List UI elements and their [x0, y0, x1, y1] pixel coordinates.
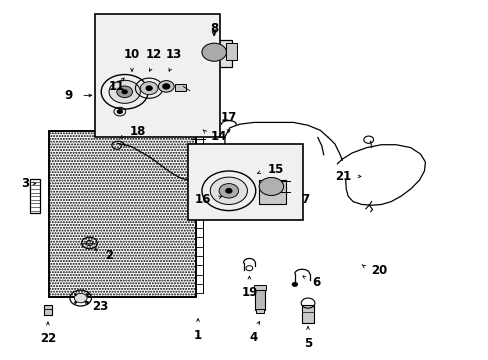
Text: 15: 15	[267, 163, 284, 176]
Bar	[254, 285, 265, 290]
Text: 9: 9	[64, 89, 72, 102]
FancyBboxPatch shape	[188, 144, 303, 220]
Text: 23: 23	[92, 300, 108, 313]
Circle shape	[292, 283, 297, 286]
Text: 1: 1	[194, 329, 202, 342]
Text: 11: 11	[108, 80, 124, 93]
Bar	[44, 305, 52, 315]
Text: 3: 3	[21, 177, 29, 190]
Circle shape	[109, 80, 140, 103]
FancyBboxPatch shape	[95, 14, 220, 137]
Bar	[256, 309, 264, 313]
Bar	[255, 288, 264, 310]
Text: 16: 16	[195, 193, 211, 206]
Text: 5: 5	[304, 337, 311, 350]
Text: 14: 14	[210, 130, 226, 143]
Text: 13: 13	[165, 48, 182, 61]
Circle shape	[117, 110, 122, 113]
Circle shape	[146, 86, 152, 90]
Text: 6: 6	[311, 276, 320, 289]
Circle shape	[163, 84, 169, 89]
Bar	[49, 131, 195, 297]
Bar	[175, 84, 185, 91]
Circle shape	[74, 293, 87, 303]
Circle shape	[259, 177, 283, 195]
Bar	[49, 131, 195, 297]
Text: 8: 8	[210, 22, 218, 35]
Bar	[302, 305, 313, 323]
Text: 2: 2	[105, 249, 113, 262]
Text: 12: 12	[145, 48, 162, 61]
Circle shape	[202, 43, 226, 61]
Bar	[30, 179, 40, 213]
Bar	[259, 180, 285, 204]
Text: 4: 4	[249, 331, 257, 344]
Circle shape	[117, 86, 132, 98]
Text: 22: 22	[40, 332, 56, 345]
Text: 21: 21	[334, 170, 350, 183]
Circle shape	[210, 177, 247, 204]
Text: 20: 20	[370, 264, 386, 277]
Circle shape	[219, 184, 238, 198]
Text: 19: 19	[241, 286, 257, 299]
Text: 17: 17	[220, 111, 237, 124]
Circle shape	[140, 82, 158, 95]
Bar	[226, 43, 237, 60]
Circle shape	[158, 81, 174, 92]
Circle shape	[122, 90, 127, 94]
Circle shape	[225, 189, 231, 193]
Text: 10: 10	[123, 48, 140, 61]
Text: 7: 7	[301, 193, 309, 206]
Text: 18: 18	[129, 125, 145, 138]
Bar	[195, 40, 232, 67]
